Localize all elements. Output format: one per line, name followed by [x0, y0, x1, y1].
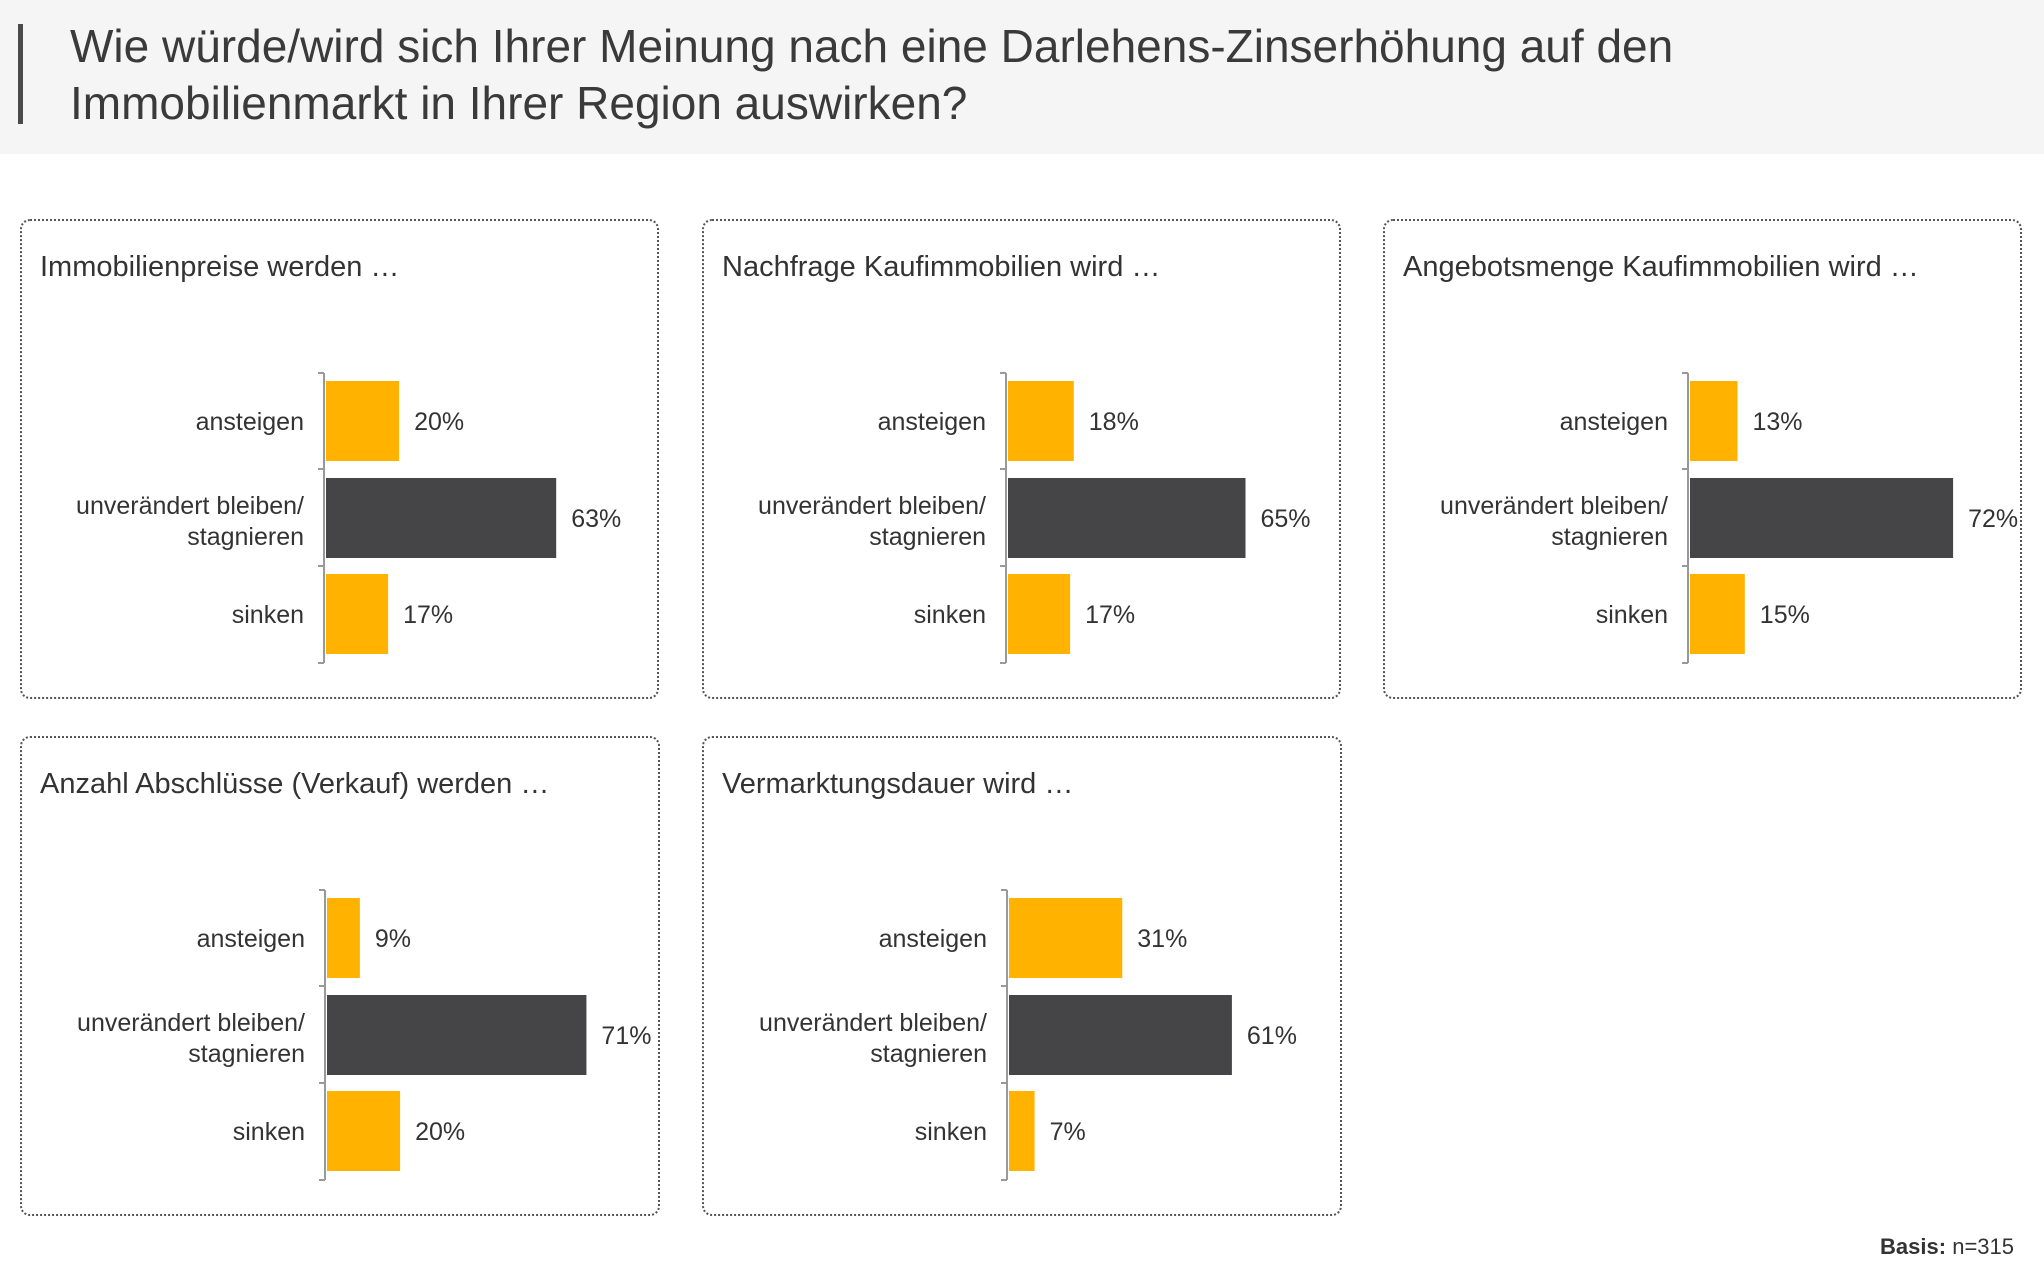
chart-panel: Vermarktungsdauer wird … 31% ansteigen 61% u…: [702, 736, 1342, 1216]
category-label: unverändert bleiben/stagnieren: [758, 492, 986, 551]
bar-sinken: [327, 1091, 401, 1171]
page-title: Wie würde/wird sich Ihrer Meinung nach e…: [70, 20, 1674, 129]
category-label: unverändert bleiben/stagnieren: [76, 492, 304, 551]
category-label: sinken: [914, 601, 986, 629]
category-label: sinken: [233, 1118, 305, 1146]
header: Wie würde/wird sich Ihrer Meinung nach e…: [0, 0, 2044, 154]
bar-unverändert: [1009, 995, 1232, 1075]
bar-ansteigen: [1009, 898, 1123, 978]
bar-ansteigen: [1008, 381, 1074, 461]
category-label: ansteigen: [1560, 408, 1668, 436]
header-accent-bar: [18, 24, 23, 124]
chart-panel: Nachfrage Kaufimmobilien wird … 18% anstei…: [702, 219, 1341, 699]
category-label: unverändert bleiben/stagnieren: [1440, 492, 1668, 551]
bar-chart: 20% ansteigen 63% unverändert bleiben/stagn…: [76, 372, 621, 664]
bar-unverändert: [1008, 478, 1246, 558]
category-label: ansteigen: [197, 925, 305, 953]
bar-sinken: [1009, 1091, 1035, 1171]
data-label: 17%: [1085, 601, 1135, 629]
chart-panel: Immobilienpreise werden … 20% ansteigen 63%…: [20, 219, 659, 699]
data-label: 72%: [1968, 505, 2018, 533]
basis-label: Basis:: [1880, 1234, 1947, 1259]
bar-ansteigen: [327, 898, 360, 978]
category-label: ansteigen: [196, 408, 304, 436]
data-label: 63%: [571, 505, 621, 533]
chart-title: Anzahl Abschlüsse (Verkauf) werden …: [40, 768, 550, 800]
bar-ansteigen: [326, 381, 400, 461]
basis-value: n=315: [1952, 1234, 2014, 1259]
category-label: sinken: [1596, 601, 1668, 629]
bar-unverändert: [326, 478, 557, 558]
bar-ansteigen: [1690, 381, 1738, 461]
data-label: 13%: [1753, 408, 1803, 436]
bar-sinken: [1690, 574, 1745, 654]
bar-unverändert: [327, 995, 587, 1075]
chart-title: Angebotsmenge Kaufimmobilien wird …: [1403, 251, 1919, 283]
chart-panel: Anzahl Abschlüsse (Verkauf) werden … 9% an…: [20, 736, 660, 1216]
category-label: ansteigen: [879, 925, 987, 953]
data-label: 9%: [375, 925, 411, 953]
data-label: 7%: [1050, 1118, 1086, 1146]
bar-chart: 31% ansteigen 61% unverändert bleiben/stagn…: [759, 889, 1297, 1181]
category-label: unverändert bleiben/stagnieren: [77, 1009, 305, 1068]
data-label: 20%: [415, 1118, 465, 1146]
chart-title: Nachfrage Kaufimmobilien wird …: [722, 251, 1161, 283]
data-label: 65%: [1261, 505, 1311, 533]
bar-chart: 9% ansteigen 71% unverändert bleiben/stagni…: [77, 889, 651, 1181]
category-label: sinken: [915, 1118, 987, 1146]
data-label: 17%: [403, 601, 453, 629]
data-label: 18%: [1089, 408, 1139, 436]
bar-chart: 18% ansteigen 65% unverändert bleiben/stagn…: [758, 372, 1311, 664]
footer-basis: Basis: n=315: [1880, 1234, 2014, 1260]
bar-sinken: [326, 574, 389, 654]
category-label: sinken: [232, 601, 304, 629]
category-label: unverändert bleiben/stagnieren: [759, 1009, 987, 1068]
bar-unverändert: [1690, 478, 1954, 558]
data-label: 15%: [1760, 601, 1810, 629]
bar-sinken: [1008, 574, 1071, 654]
data-label: 20%: [414, 408, 464, 436]
data-label: 71%: [601, 1022, 651, 1050]
category-label: ansteigen: [878, 408, 986, 436]
data-label: 61%: [1247, 1022, 1297, 1050]
data-label: 31%: [1137, 925, 1187, 953]
bar-chart: 13% ansteigen 72% unverändert bleiben/stagn…: [1440, 372, 2018, 664]
chart-title: Vermarktungsdauer wird …: [722, 768, 1074, 800]
chart-title: Immobilienpreise werden …: [40, 251, 400, 283]
chart-panel: Angebotsmenge Kaufimmobilien wird … 13% an…: [1383, 219, 2022, 699]
